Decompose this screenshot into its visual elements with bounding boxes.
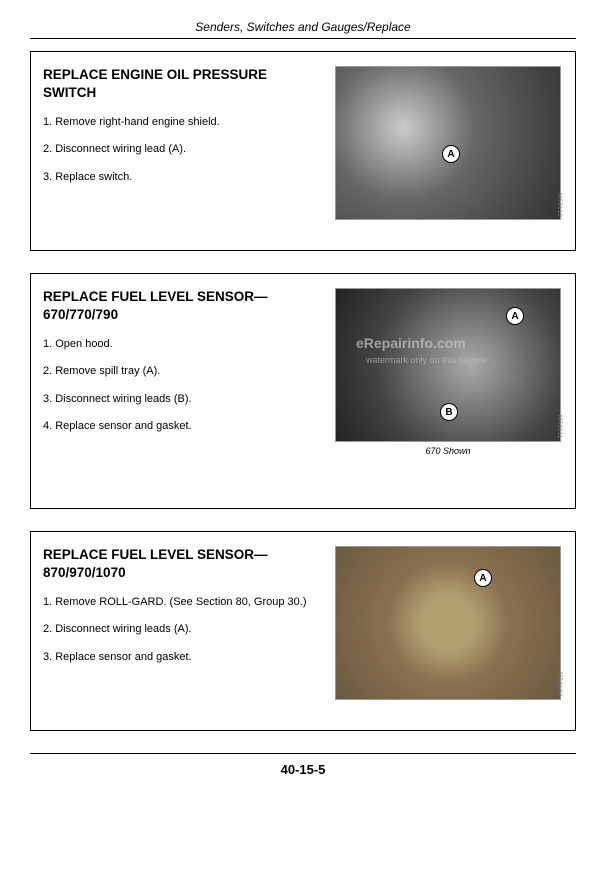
step: 2. Disconnect wiring lead (A). [43,142,321,157]
step: 2. Disconnect wiring leads (A). [43,622,321,637]
watermark-subtext: watermark only on this sample [366,355,488,365]
step: 4. Replace sensor and gasket. [43,419,321,434]
page-footer: 40-15-5 [30,753,576,777]
step: 1. Open hood. [43,337,321,352]
section-fuel-sensor-670: REPLACE FUEL LEVEL SENSOR—670/770/790 1.… [30,273,576,509]
header-line: Senders, Switches and Gauges/Replace [30,18,576,39]
photo-caption: 670 Shown [425,446,470,456]
section-left: REPLACE ENGINE OIL PRESSURE SWITCH 1. Re… [43,66,321,236]
section-right: A B eRepairinfo.com watermark only on th… [333,288,563,494]
step: 2. Remove spill tray (A). [43,364,321,379]
section-left: REPLACE FUEL LEVEL SENSOR—670/770/790 1.… [43,288,321,494]
watermark-text: eRepairinfo.com [356,335,466,351]
section-left: REPLACE FUEL LEVEL SENSOR—870/970/1070 1… [43,546,321,716]
photo-fuel-670: A B eRepairinfo.com watermark only on th… [335,288,561,442]
photo-id-label: M53192 [556,672,562,697]
section-right: A M53110 [333,66,563,236]
callout-b: B [440,403,458,421]
page-header-title: Senders, Switches and Gauges/Replace [30,18,576,34]
step: 1. Remove ROLL-GARD. (See Section 80, Gr… [43,595,321,610]
photo-fuel-870: A M53192 [335,546,561,700]
callout-a: A [442,145,460,163]
section-title: REPLACE FUEL LEVEL SENSOR—870/970/1070 [43,546,321,581]
section-oil-pressure: REPLACE ENGINE OIL PRESSURE SWITCH 1. Re… [30,51,576,251]
callout-a: A [474,569,492,587]
section-right: A M53192 [333,546,563,716]
section-title: REPLACE ENGINE OIL PRESSURE SWITCH [43,66,321,101]
section-fuel-sensor-870: REPLACE FUEL LEVEL SENSOR—870/970/1070 1… [30,531,576,731]
photo-oil-pressure: A M53110 [335,66,561,220]
section-title: REPLACE FUEL LEVEL SENSOR—670/770/790 [43,288,321,323]
step: 3. Disconnect wiring leads (B). [43,392,321,407]
photo-id-label: M53110 [556,193,562,217]
photo-id-label: M53111 [556,415,562,439]
callout-a: A [506,307,524,325]
page-number: 40-15-5 [281,762,326,777]
step: 1. Remove right-hand engine shield. [43,115,321,130]
step: 3. Replace sensor and gasket. [43,650,321,665]
step: 3. Replace switch. [43,170,321,185]
